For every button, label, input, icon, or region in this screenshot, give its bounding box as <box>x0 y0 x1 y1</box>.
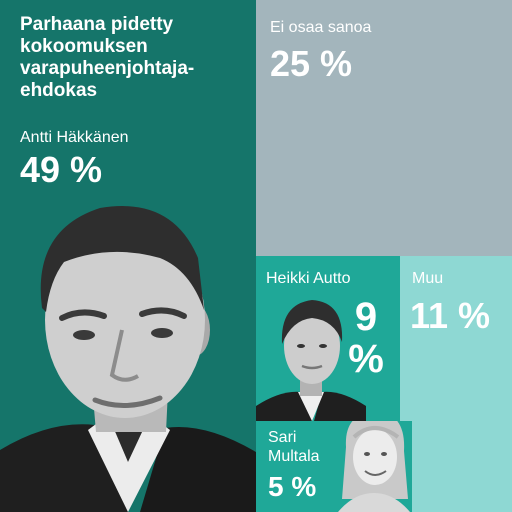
tile-muu: Muu 11 % <box>400 256 512 512</box>
chart-title: Parhaana pidetty kokoomuksen varapuheenj… <box>20 14 195 101</box>
value-antti-hakkanen: 49 % <box>20 149 103 190</box>
label-antti-hakkanen: Antti Häkkänen <box>20 129 129 146</box>
tile-heikki-autto: Heikki Autto 9% <box>256 256 400 421</box>
value-ei-osaa-sanoa: 25 % <box>270 43 353 84</box>
portrait-man-icon <box>256 300 366 421</box>
portrait-woman-icon <box>338 421 410 512</box>
label-ei-osaa-sanoa: Ei osaa sanoa <box>270 19 372 36</box>
tile-ei-osaa-sanoa: Ei osaa sanoa 25 % <box>256 0 512 256</box>
value-sari-multala: 5 % <box>268 471 317 502</box>
tile-sari-multala: Sari Multala 5 % <box>256 421 412 512</box>
tile-antti-hakkanen: Parhaana pidetty kokoomuksen varapuheenj… <box>0 0 256 512</box>
label-heikki-autto: Heikki Autto <box>266 270 351 287</box>
portrait-man-icon <box>0 200 256 512</box>
label-sari-multala: Sari Multala <box>268 429 320 465</box>
value-muu: 11 % <box>410 295 491 336</box>
value-heikki-autto: 9% <box>346 296 386 380</box>
value-heikki-autto-part: 9 <box>354 295 378 339</box>
value-heikki-autto-part: % <box>348 337 384 381</box>
label-muu: Muu <box>412 270 444 287</box>
